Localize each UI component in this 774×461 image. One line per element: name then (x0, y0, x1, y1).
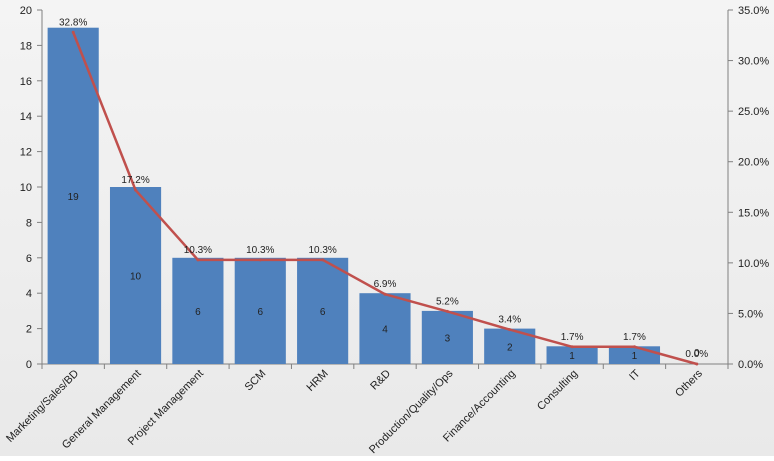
line-data-label: 1.7% (561, 332, 584, 343)
bar (47, 27, 99, 364)
left-tick-label: 4 (26, 288, 32, 300)
line-point (383, 292, 387, 296)
right-tick-label: 15.0% (738, 207, 769, 219)
right-tick-label: 35.0% (738, 5, 769, 17)
line-point (445, 309, 449, 313)
line-data-label: 32.8% (59, 17, 87, 28)
line-data-label: 6.9% (374, 279, 397, 290)
x-category-label: Finance/Accounting (441, 368, 518, 445)
bar (421, 310, 473, 364)
left-tick-label: 8 (26, 217, 32, 229)
left-tick-label: 16 (20, 76, 32, 88)
line-data-label: 1.7% (623, 332, 646, 343)
right-tick-label: 5.0% (738, 308, 763, 320)
left-tick-label: 12 (20, 147, 32, 159)
line-point (134, 188, 138, 192)
left-tick-label: 2 (26, 324, 32, 336)
bar-data-label: 1 (632, 351, 638, 362)
bar-data-label: 3 (445, 333, 451, 344)
bar-data-label: 6 (195, 307, 201, 318)
right-tick-label: 20.0% (738, 157, 769, 169)
bar-data-label: 0 (694, 348, 700, 359)
x-category-label: SCM (243, 368, 269, 394)
left-tick-label: 10 (20, 182, 32, 194)
line-data-label: 10.3% (184, 245, 212, 256)
line-point (695, 362, 699, 366)
left-tick-label: 18 (20, 40, 32, 52)
line-point (196, 258, 200, 262)
left-tick-label: 14 (20, 111, 32, 123)
bar (172, 257, 224, 364)
bar-data-label: 2 (507, 342, 513, 353)
bar-data-label: 1 (569, 351, 575, 362)
bar (234, 257, 286, 364)
left-tick-label: 0 (26, 359, 32, 371)
x-category-label: Others (673, 367, 705, 399)
line-point (570, 345, 574, 349)
line-data-label: 5.2% (436, 296, 459, 307)
x-category-label: IT (627, 367, 643, 383)
left-tick-label: 6 (26, 253, 32, 265)
right-tick-label: 10.0% (738, 258, 769, 270)
bar (359, 293, 411, 364)
x-category-label: R&D (368, 368, 393, 393)
line-point (632, 345, 636, 349)
line-point (71, 30, 75, 34)
line-data-label: 0.0% (685, 349, 708, 360)
bar-data-label: 10 (130, 272, 142, 283)
bar-data-label: 19 (68, 192, 80, 203)
bar-data-label: 6 (257, 307, 263, 318)
line-point (508, 328, 512, 332)
line-data-label: 3.4% (498, 315, 521, 326)
x-category-label: HRM (305, 368, 331, 394)
right-tick-label: 25.0% (738, 106, 769, 118)
line-point (321, 258, 325, 262)
line-data-label: 10.3% (308, 245, 336, 256)
bar-data-label: 4 (382, 325, 388, 336)
bar (297, 257, 349, 364)
bar (109, 187, 162, 364)
left-tick-label: 20 (20, 5, 32, 17)
line-data-label: 10.3% (246, 245, 274, 256)
line-point (258, 258, 262, 262)
x-category-label: Consulting (535, 368, 580, 413)
bar (546, 346, 598, 364)
line-data-label: 17.2% (121, 175, 149, 186)
right-tick-label: 0.0% (738, 359, 763, 371)
bar-data-label: 6 (320, 307, 326, 318)
right-tick-label: 30.0% (738, 56, 769, 68)
